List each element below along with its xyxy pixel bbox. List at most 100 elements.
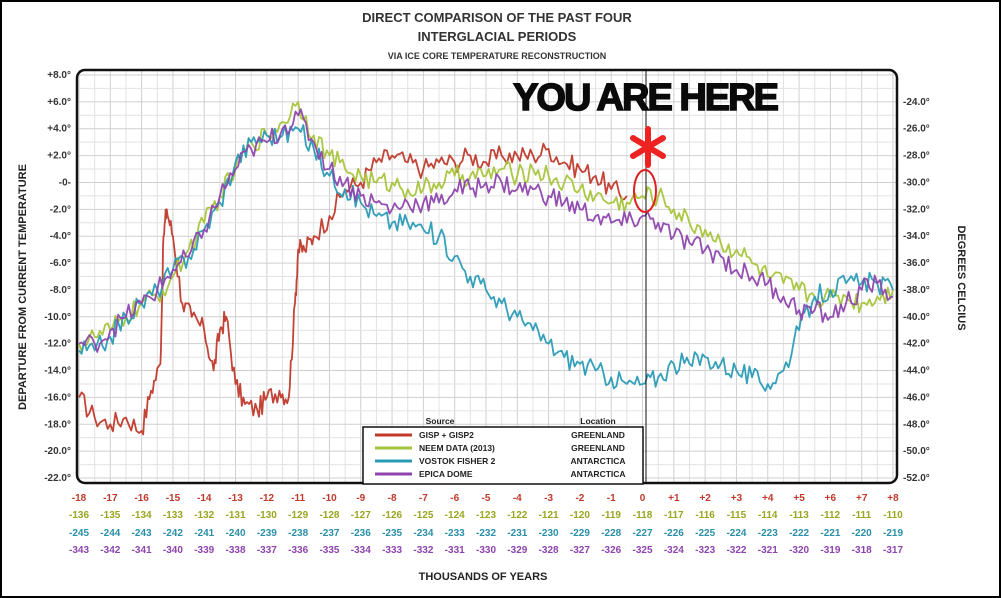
x-tick-label: +6: [825, 493, 837, 504]
x-tick-label: +2: [699, 493, 711, 504]
x-tick-label: -122: [507, 510, 527, 521]
x-tick-label: -340: [163, 545, 183, 556]
x-tick-label: -220: [852, 528, 872, 539]
y-tick-label-left: -18.0°: [44, 419, 71, 430]
x-tick-label: -129: [288, 510, 308, 521]
y-tick-label-right: -42.0°: [903, 339, 930, 350]
y-tick-label-left: +8.0°: [47, 70, 71, 81]
x-tick-label: -231: [507, 528, 527, 539]
y-tick-label-left: +2.0°: [47, 151, 71, 162]
legend-source-header: Source: [426, 416, 455, 426]
chart-subtitle: VIA ICE CORE TEMPERATURE RECONSTRUCTION: [388, 51, 607, 61]
y-tick-label-right: -24.0°: [903, 97, 930, 108]
legend-source: VOSTOK FISHER 2: [419, 456, 496, 466]
y-tick-label-left: -14.0°: [44, 366, 71, 377]
x-tick-label: -229: [570, 528, 590, 539]
y-tick-label-right: -52.0°: [903, 473, 930, 484]
x-tick-label: -330: [476, 545, 496, 556]
chart-title-line1: DIRECT COMPARISON OF THE PAST FOUR: [362, 10, 632, 25]
x-tick-label: -232: [476, 528, 496, 539]
y-tick-label-left: -4.0°: [50, 231, 71, 242]
x-tick-label: -126: [382, 510, 402, 521]
x-tick-label: -117: [664, 510, 684, 521]
x-tick-label: -327: [570, 545, 590, 556]
x-tick-label: -10: [322, 493, 337, 504]
x-axis-ticks: -18 -17 -16 -15 -14 -13 -12 -11 -10 -9 -8 -7 -6 -5 -4-…: [69, 493, 903, 556]
y-axis-left-ticks: +8.0° +6.0° +4.0° +2.0° -0- -2.0° -4.0° -6.0° -8…: [44, 70, 71, 484]
x-tick-label: -228: [601, 528, 621, 539]
x-tick-label: -14: [197, 493, 212, 504]
x-tick-label: -8: [388, 493, 397, 504]
x-tick-label: -245: [69, 528, 89, 539]
y-tick-label-left: +4.0°: [47, 124, 71, 135]
x-tick-label: -3: [544, 493, 553, 504]
x-tick-label: -1: [607, 493, 616, 504]
x-tick-label: -11: [291, 493, 305, 504]
x-tick-label: -318: [852, 545, 872, 556]
x-tick-label: -227: [633, 528, 653, 539]
x-tick-label: -324: [664, 545, 684, 556]
x-tick-label: -328: [539, 545, 559, 556]
series-line-1: [78, 142, 628, 436]
y-tick-label-left: -10.0°: [44, 312, 71, 323]
y-tick-label-right: -26.0°: [903, 124, 930, 135]
x-tick-label: -118: [633, 510, 653, 521]
x-tick-label: -112: [821, 510, 841, 521]
x-tick-label: -234: [413, 528, 433, 539]
x-tick-label: -12: [260, 493, 275, 504]
x-tick-label: -119: [601, 510, 621, 521]
legend-source: EPICA DOME: [419, 469, 473, 479]
x-tick-label: -130: [257, 510, 277, 521]
x-tick-label: -241: [194, 528, 214, 539]
legend-location-header: Location: [580, 416, 615, 426]
y-axis-right-ticks: -24.0° -26.0° -28.0° -30.0° -32.0° -34.0° -36.…: [903, 97, 930, 484]
x-tick-label: -320: [789, 545, 809, 556]
x-tick-label: -136: [69, 510, 89, 521]
x-tick-label: -230: [539, 528, 559, 539]
y-tick-label-right: -40.0°: [903, 312, 930, 323]
x-tick-label: -329: [507, 545, 527, 556]
you-are-here-annotation: YOU ARE HERE: [513, 77, 778, 119]
y-tick-label-right: -44.0°: [903, 366, 930, 377]
x-tick-label: -115: [727, 510, 747, 521]
x-tick-label: -225: [695, 528, 715, 539]
y-tick-label-right: -34.0°: [903, 231, 930, 242]
x-tick-label: -236: [351, 528, 371, 539]
red-asterisk-icon: [630, 126, 666, 168]
x-tick-label: -323: [695, 545, 715, 556]
x-tick-label: -233: [445, 528, 465, 539]
y-tick-label-right: -32.0°: [903, 204, 930, 215]
x-tick-label: -4: [513, 493, 522, 504]
x-tick-label: -111: [852, 510, 871, 521]
x-tick-label: -319: [820, 545, 840, 556]
x-tick-label: -333: [382, 545, 402, 556]
chart-title-line2: INTERGLACIAL PERIODS: [418, 29, 577, 44]
x-tick-label: -235: [382, 528, 402, 539]
legend-location: ANTARCTICA: [570, 456, 625, 466]
x-tick-label: -113: [789, 510, 809, 521]
legend-source: GISP + GISP2: [419, 430, 474, 440]
x-tick-label: -226: [664, 528, 684, 539]
x-tick-label: -339: [194, 545, 214, 556]
x-tick-label: -110: [883, 510, 903, 521]
x-tick-label: -243: [132, 528, 152, 539]
x-tick-label: -15: [166, 493, 181, 504]
y-tick-label-left: -16.0°: [44, 392, 71, 403]
y-tick-label-left: -2.0°: [50, 204, 71, 215]
x-tick-label: 0: [640, 493, 646, 504]
x-tick-label: -18: [72, 493, 87, 504]
y-tick-label-left: +6.0°: [47, 97, 71, 108]
x-tick-label: +4: [762, 493, 774, 504]
y-tick-label-right: -50.0°: [903, 446, 930, 457]
x-tick-label: -317: [883, 545, 903, 556]
x-tick-label: -334: [351, 545, 371, 556]
x-tick-label: -338: [226, 545, 246, 556]
series-line-4: [78, 108, 894, 353]
x-tick-label: -16: [134, 493, 149, 504]
series-line-3: [78, 124, 894, 392]
x-tick-label: -132: [194, 510, 214, 521]
x-tick-label: -332: [413, 545, 433, 556]
x-tick-label: -322: [726, 545, 746, 556]
x-tick-label: -120: [570, 510, 590, 521]
